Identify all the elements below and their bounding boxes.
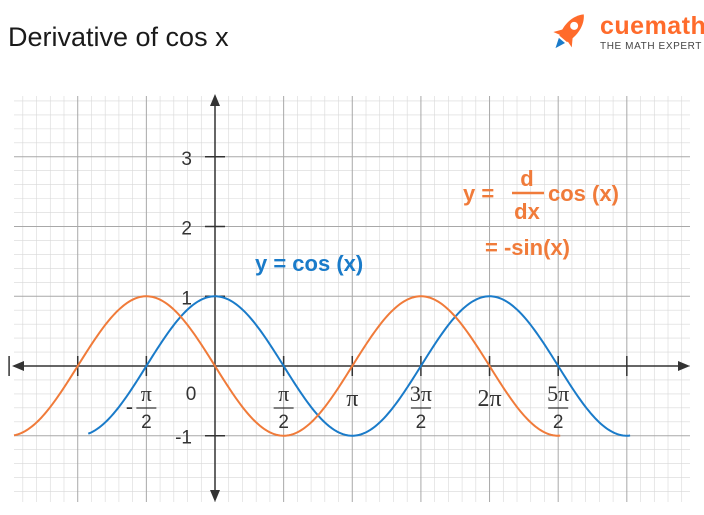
y-axis-arrow-down bbox=[210, 490, 220, 502]
x-tick-label-numerator: 3π bbox=[410, 381, 432, 406]
deriv-numerator: d bbox=[520, 166, 533, 191]
x-tick-label-value: π bbox=[346, 386, 358, 412]
page-title: Derivative of cos x bbox=[8, 22, 229, 52]
axes bbox=[12, 94, 690, 502]
brand-name: cuemath bbox=[600, 12, 704, 40]
series-line-cos bbox=[87, 295, 631, 437]
x-tick-label-denominator: 2 bbox=[278, 412, 289, 433]
y-tick-label: 3 bbox=[181, 149, 192, 170]
x-tick-label-value: 2π bbox=[477, 386, 501, 412]
y-tick-label: 2 bbox=[181, 219, 192, 240]
x-tick-label: π2 bbox=[273, 381, 294, 433]
curves bbox=[13, 295, 631, 437]
x-axis-arrow-left bbox=[12, 361, 24, 371]
deriv-denominator: dx bbox=[514, 199, 540, 224]
x-tick-label: π 2- bbox=[126, 381, 157, 433]
x-tick-label: π bbox=[346, 386, 358, 412]
series-line-neg_sin bbox=[13, 295, 561, 437]
y-tick-label: 1 bbox=[181, 288, 192, 309]
deriv-result: = -sin(x) bbox=[485, 235, 570, 260]
origin-label: 0 bbox=[186, 384, 197, 405]
y-axis-arrow-up bbox=[210, 94, 220, 106]
x-tick-label-denominator: 2 bbox=[141, 412, 152, 433]
brand-tagline: THE MATH EXPERT bbox=[600, 41, 702, 52]
x-tick-label-numerator: 5π bbox=[547, 381, 569, 406]
x-tick-label: 3π2 bbox=[410, 381, 432, 433]
deriv-y-label: y = bbox=[463, 181, 494, 206]
grid-major bbox=[14, 96, 690, 502]
x-tick-label: 2π bbox=[477, 386, 501, 412]
x-tick-label-denominator: 2 bbox=[416, 412, 427, 433]
x-tick-label-sign: - bbox=[126, 394, 133, 419]
x-tick-label-denominator: 2 bbox=[553, 412, 564, 433]
x-axis-arrow-right bbox=[678, 361, 690, 371]
cos-label: y = cos (x) bbox=[255, 251, 363, 276]
y-tick-label: -1 bbox=[175, 428, 192, 449]
brand-logo: cuemath THE MATH EXPERT bbox=[543, 6, 704, 56]
deriv-function: cos (x) bbox=[548, 181, 619, 206]
rocket-icon bbox=[553, 14, 584, 49]
x-tick-label-numerator: π bbox=[278, 381, 289, 406]
x-tick-label-numerator: π bbox=[141, 381, 152, 406]
x-tick-label: 5π2 bbox=[547, 381, 569, 433]
